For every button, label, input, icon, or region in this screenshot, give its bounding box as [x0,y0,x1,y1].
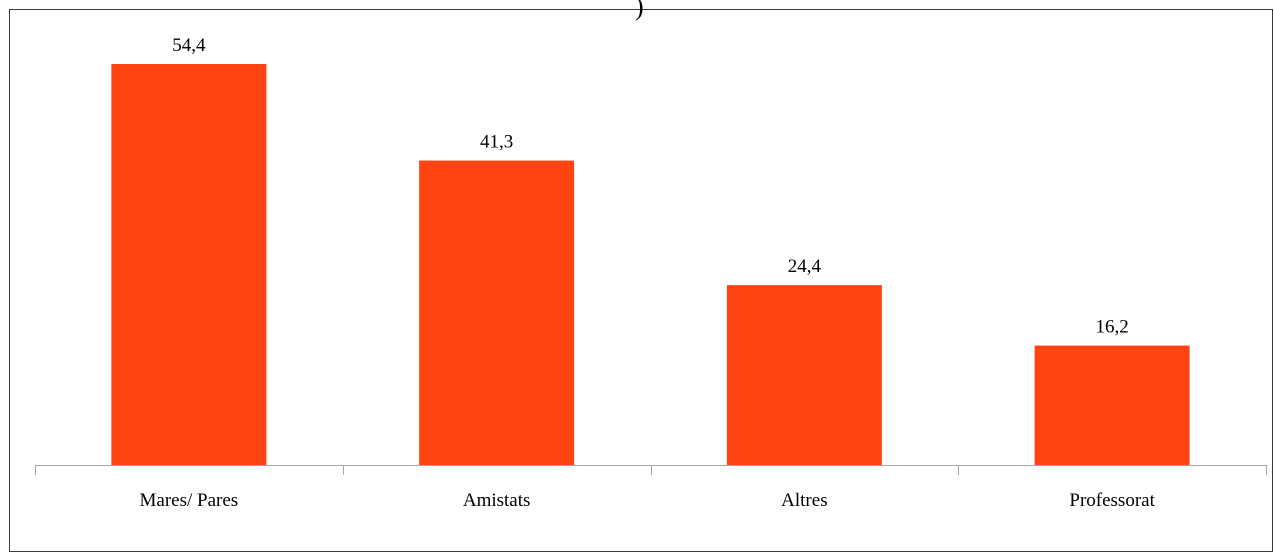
bar-value-label-1: 41,3 [480,132,513,153]
bar-value-label-3: 16,2 [1096,317,1129,338]
clipped-title-fragment: ) [635,0,644,21]
x-tick-label-0: Mares/ Pares [140,490,239,511]
bar-1 [419,160,575,465]
bar-2 [726,285,882,465]
x-tick-label-2: Altres [781,490,827,511]
x-ticks-group [35,465,1267,475]
bar-value-label-0: 54,4 [172,35,206,56]
x-tick-label-3: Professorat [1069,490,1155,511]
bar-value-label-2: 24,4 [788,256,822,277]
bar-3 [1034,345,1190,465]
value-labels-group: 54,4 41,3 24,4 16,2 [172,35,1129,338]
x-tick-label-1: Amistats [463,490,531,511]
x-tick-labels-group: Mares/ Pares Amistats Altres Professorat [140,490,1156,511]
bars-group [111,64,1190,465]
bar-0 [111,64,267,465]
